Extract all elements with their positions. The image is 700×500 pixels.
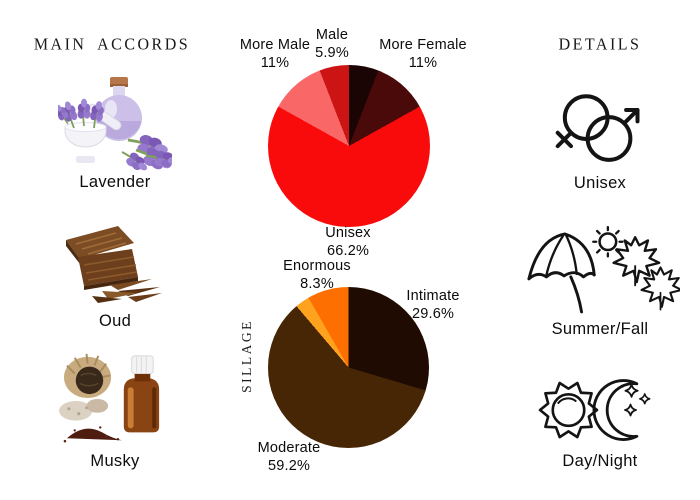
sillage-axis-label: SILLAGE bbox=[239, 319, 254, 393]
main-accords-header: MAIN ACCORDS bbox=[33, 35, 191, 54]
pie-label-moderate: Moderate 59.2% bbox=[257, 440, 321, 474]
summer-fall-icon bbox=[527, 226, 680, 314]
day-night-icon bbox=[538, 379, 651, 441]
detail-label-summer-fall: Summer/Fall bbox=[551, 320, 649, 338]
pie-label-male: Male 5.9% bbox=[315, 27, 349, 61]
accord-label-musky: Musky bbox=[90, 452, 140, 470]
accord-label-oud: Oud bbox=[98, 312, 132, 330]
pie-label-intimate: Intimate 29.6% bbox=[406, 288, 460, 322]
details-header: DETAILS bbox=[558, 35, 642, 54]
pie-label-unisex: Unisex 66.2% bbox=[325, 225, 371, 259]
sillage-pie-chart bbox=[268, 287, 429, 448]
lavender-image bbox=[58, 77, 172, 172]
pie-label-enormous: Enormous 8.3% bbox=[283, 258, 351, 292]
detail-label-day-night: Day/Night bbox=[562, 452, 638, 470]
musky-image bbox=[59, 353, 160, 443]
accord-label-lavender: Lavender bbox=[79, 173, 151, 191]
pie-label-more-male: More Male 11% bbox=[239, 37, 311, 71]
pie-label-more-female: More Female 11% bbox=[379, 37, 467, 71]
detail-label-unisex: Unisex bbox=[573, 174, 627, 192]
gender-pie-chart bbox=[268, 65, 430, 227]
oud-image bbox=[66, 226, 162, 303]
unisex-gender-icon bbox=[555, 94, 640, 162]
